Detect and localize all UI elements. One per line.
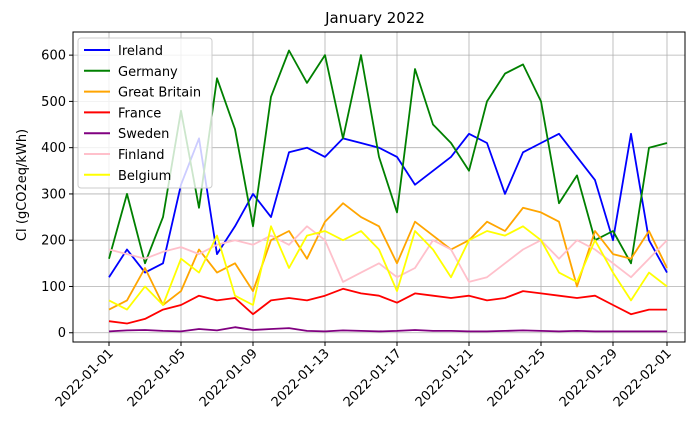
x-tick-label: 2022-01-21 bbox=[413, 346, 477, 410]
legend-label-sweden: Sweden bbox=[118, 127, 169, 142]
series-line-great-britain bbox=[108, 202, 668, 311]
legend-label-belgium: Belgium bbox=[118, 169, 171, 184]
y-tick-label: 600 bbox=[41, 49, 66, 64]
legend: Ireland Germany Great Britain France Sweden F… bbox=[77, 37, 213, 189]
series-line-sweden bbox=[108, 326, 667, 333]
series-line-finland bbox=[108, 225, 668, 283]
y-tick-label: 500 bbox=[41, 95, 66, 110]
legend-label-germany: Germany bbox=[118, 65, 178, 80]
x-tick-label: 2022-02-01 bbox=[611, 346, 675, 410]
x-tick-label: 2022-01-25 bbox=[485, 346, 549, 410]
chart-title: January 2022 bbox=[324, 9, 425, 27]
x-tick-label: 2022-01-13 bbox=[269, 346, 333, 410]
y-tick-label: 200 bbox=[41, 234, 66, 249]
legend-label-great-britain: Great Britain bbox=[118, 86, 201, 101]
legend-box bbox=[77, 37, 213, 189]
x-tick-label: 2022-01-05 bbox=[125, 346, 189, 410]
y-ticks: 0 100 200 300 400 500 600 bbox=[41, 49, 73, 341]
y-tick-label: 400 bbox=[41, 141, 66, 156]
legend-label-france: France bbox=[118, 106, 161, 121]
y-tick-label: 0 bbox=[58, 326, 66, 341]
x-ticks: 2022-01-01 2022-01-05 2022-01-09 2022-01-13… bbox=[53, 342, 675, 410]
legend-label-finland: Finland bbox=[118, 148, 164, 163]
plot-frame bbox=[72, 31, 686, 343]
y-axis-label: CI (gCO2eq/kWh) bbox=[15, 129, 30, 241]
x-tick-label: 2022-01-09 bbox=[197, 346, 261, 410]
legend-label-ireland: Ireland bbox=[118, 44, 163, 59]
series-line-france bbox=[108, 287, 667, 325]
y-tick-label: 100 bbox=[41, 280, 66, 295]
x-tick-label: 2022-01-01 bbox=[53, 346, 117, 410]
y-tick-label: 300 bbox=[41, 187, 66, 202]
x-tick-label: 2022-01-17 bbox=[341, 346, 405, 410]
series-line-belgium bbox=[108, 225, 668, 311]
